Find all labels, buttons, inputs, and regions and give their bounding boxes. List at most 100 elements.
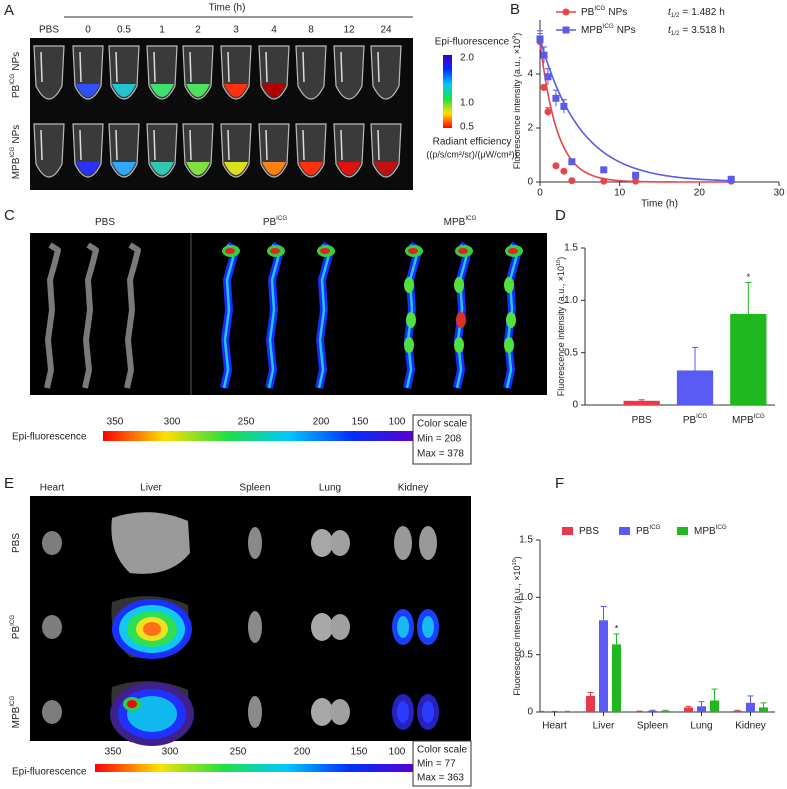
kidney-signal-core: [422, 616, 434, 638]
colorbar-tick: 300: [162, 747, 179, 758]
point: [552, 162, 560, 170]
scale-max: Max = 378: [417, 449, 464, 460]
column-label: 12: [343, 25, 355, 36]
colorbar-tick: 100: [389, 747, 406, 758]
spleen: [248, 611, 262, 643]
half-life-label-part: h: [719, 25, 725, 36]
x-tick-label-part: ICG: [696, 413, 707, 420]
colorbar-tick: 100: [389, 417, 406, 428]
x-tick-label: Kidney: [735, 721, 766, 732]
point: [544, 73, 552, 81]
panel-letter: D: [555, 207, 566, 224]
row-label-part: ICG: [9, 74, 16, 85]
column-label: 4: [271, 25, 277, 36]
hotspot: [504, 277, 514, 293]
legend-label-part: PB: [636, 526, 650, 537]
row-label: MPBICG NPs: [9, 125, 22, 180]
legend-label-part: PBS: [579, 526, 599, 537]
colorbar-tick: 200: [294, 747, 311, 758]
colorbar-tick: 250: [230, 747, 247, 758]
organ-label: Lung: [319, 483, 341, 494]
bar: [612, 644, 621, 712]
tube-signal: [150, 84, 174, 97]
kidney: [394, 526, 412, 560]
scale-min: Min = 208: [417, 434, 462, 445]
y-axis-label-part: 10: [556, 260, 562, 266]
hotspot: [404, 337, 414, 353]
y-axis-label-part: ): [512, 33, 522, 36]
tube-glint: [40, 129, 43, 161]
tube-glint: [227, 51, 230, 83]
column-label: 8: [308, 25, 314, 36]
tube-signal: [76, 162, 100, 175]
panel-letter: F: [555, 475, 564, 492]
colorbar-tick: 300: [164, 417, 181, 428]
row-label: PBICG NPs: [9, 52, 22, 98]
tube-glint: [377, 51, 380, 83]
tube-signal: [186, 162, 210, 175]
tube-signal: [112, 84, 136, 97]
organ-label: Heart: [40, 483, 65, 494]
column-label: 1: [159, 25, 165, 36]
lung: [311, 698, 333, 726]
y-tick-label: 0: [527, 177, 533, 188]
tissue: [82, 242, 99, 389]
tube-glint: [189, 129, 192, 161]
tube-glint: [340, 51, 343, 83]
x-tick-label-part: PBS: [632, 415, 652, 426]
point: [632, 177, 640, 185]
legend-label: MPBICG NPs: [581, 23, 636, 36]
organ-label: Liver: [140, 483, 162, 494]
tube-glint: [153, 129, 156, 161]
bar: [599, 620, 608, 712]
half-life-label: t1/2 = 1.482 h: [668, 7, 725, 20]
tube-signal: [112, 162, 136, 175]
hotspot-core: [458, 248, 468, 254]
legend-label-part: ICG: [716, 524, 727, 531]
tube-signal: [262, 162, 286, 175]
y-tick-label: 0.5: [564, 347, 578, 358]
hotspot-core: [320, 248, 330, 254]
hotspot-core: [225, 248, 235, 254]
lung: [311, 613, 333, 641]
hotspot-core: [127, 700, 137, 708]
tube-glint: [79, 51, 82, 83]
tube-glint: [302, 129, 305, 161]
heart: [42, 615, 62, 639]
legend-label: PBICG: [636, 524, 661, 537]
y-axis-label-part: Fluorescence intensity (a.u., ×10: [556, 266, 566, 396]
tube: [295, 45, 327, 100]
tube-glint: [115, 51, 118, 83]
point: [632, 171, 640, 179]
colorbar-title: Epi-fluorescence: [435, 37, 510, 48]
group-label-part: PB: [263, 217, 277, 228]
column-label: PBS: [39, 25, 59, 36]
x-tick-label: 0: [537, 188, 543, 199]
x-tick-label-part: PB: [683, 415, 697, 426]
row-label-part: ICG: [9, 615, 16, 626]
group-label-part: PBS: [95, 217, 115, 228]
colorbar-unit: ((p/s/cm²/sr)/(μW/cm²)): [426, 149, 517, 159]
hotspot: [406, 312, 416, 328]
half-life-label: t1/2 = 3.518 h: [668, 25, 725, 38]
colorbar-tick: 0.5: [460, 122, 474, 133]
row-label: MPBICG: [9, 695, 22, 728]
y-axis-label-part: 10: [512, 559, 518, 565]
hotspot: [456, 312, 466, 328]
significance: *: [747, 272, 751, 282]
legend-marker: [562, 26, 570, 34]
colorbar-tick: 350: [107, 417, 124, 428]
lung: [311, 529, 333, 557]
x-tick-label-part: ICG: [754, 413, 765, 420]
hotspot: [504, 337, 514, 353]
point: [552, 94, 560, 102]
tube-glint: [189, 51, 192, 83]
half-life-label-part: t: [668, 7, 672, 18]
x-axis-label: Time (h): [641, 199, 678, 210]
tube: [333, 45, 365, 100]
x-tick-label: PBS: [632, 415, 652, 426]
scale-max: Max = 363: [417, 773, 464, 784]
tube-glint: [153, 51, 156, 83]
tube-glint: [265, 51, 268, 83]
x-tick-label: Liver: [593, 721, 615, 732]
